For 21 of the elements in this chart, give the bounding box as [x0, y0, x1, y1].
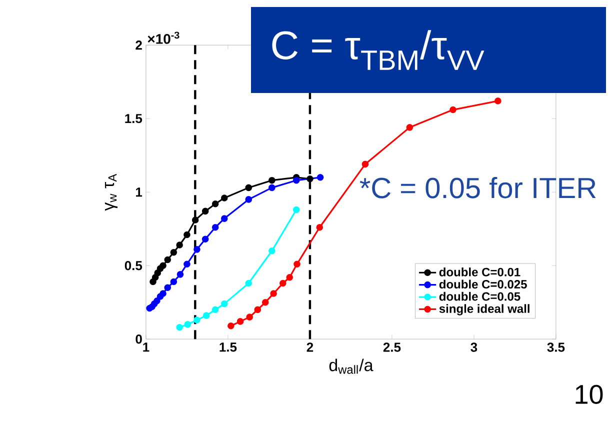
annotation: *C = 0.05 for ITER [360, 177, 596, 198]
x-tick-label: 3.5 [547, 342, 565, 352]
x-tick-label: 1 [143, 342, 150, 352]
x-axis-title: d$_{wall}$/a [329, 358, 374, 374]
y-axis-title: γ$_{w}$ τ$_{A}$ [104, 174, 118, 211]
legend-label: double C=0.025 [439, 280, 527, 289]
text: ×10$^{-3}$ [148, 32, 180, 44]
legend-label: double C=0.05 [439, 292, 520, 301]
chart-title: C = τ$_{TBM}$/τ$_{VV}$ [272, 30, 484, 70]
legend-label: single ideal wall [439, 304, 530, 316]
x-tick-label: 2 [306, 342, 314, 352]
y-tick-label: 0.5 [124, 260, 142, 270]
y-tick-label: 1 [136, 188, 142, 197]
y-tick-label: 0 [136, 334, 142, 344]
x-tick-label: 2.5 [383, 342, 401, 352]
text: 10 [576, 384, 603, 404]
x-tick-label: 1.5 [220, 342, 237, 352]
x-tick-label: 3 [470, 342, 478, 352]
y-tick-label: 1.5 [125, 114, 142, 124]
y-tick-label: 2 [136, 40, 142, 50]
legend-label: double C=0.01 [439, 268, 520, 276]
